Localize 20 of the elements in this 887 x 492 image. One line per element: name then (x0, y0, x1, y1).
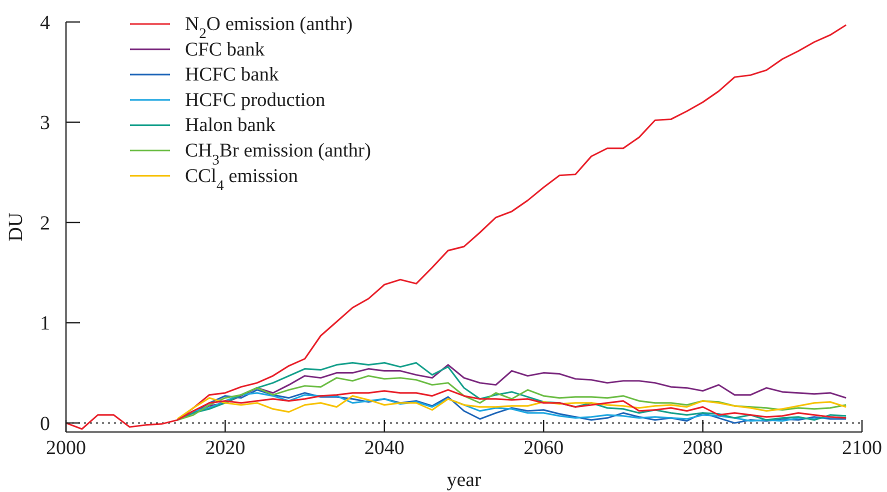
y-tick-label: 4 (40, 12, 50, 34)
legend-label: Halon bank (185, 115, 276, 136)
legend-label: CH$_{3}$Br emission (anthr) (185, 140, 372, 168)
x-tick-label: 2000 (46, 437, 86, 459)
x-tick-label: 2020 (205, 437, 246, 459)
legend-label: CFC bank (185, 39, 265, 60)
y-tick-label: 0 (40, 412, 50, 435)
y-tick-label: 2 (40, 212, 50, 234)
x-axis-title: year (446, 469, 482, 491)
x-tick-label: 2060 (524, 437, 564, 459)
legend-label: HCFC bank (185, 64, 279, 86)
legend-label: CCl$_{4}$ emission (185, 166, 298, 194)
y-tick-label: 3 (40, 112, 50, 134)
y-axis-title: DU (5, 212, 27, 242)
x-tick-label: 2100 (842, 437, 882, 459)
x-tick-label: 2040 (364, 437, 404, 459)
legend-label: N$_{2}$O emission (anthr) (185, 14, 353, 42)
y-tick-label: 1 (40, 312, 50, 335)
x-tick-label: 2080 (682, 437, 723, 459)
legend-label: HCFC production (185, 90, 326, 111)
